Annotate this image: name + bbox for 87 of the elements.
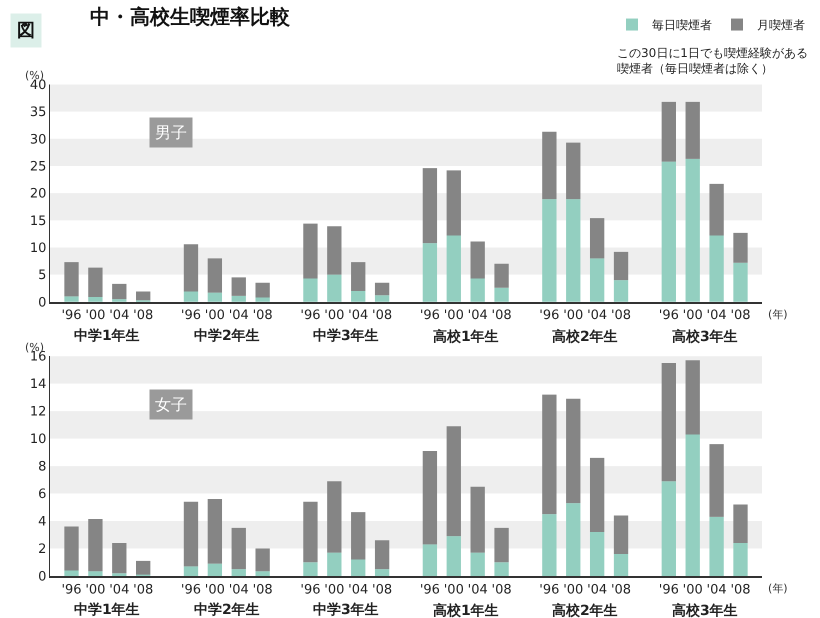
y-tick-label: 5 <box>38 268 46 284</box>
x-tick-label: '96 <box>61 582 82 598</box>
x-tick-label: '00 <box>444 308 464 324</box>
x-tick-label: '08 <box>492 308 512 324</box>
x-tick-label: '08 <box>133 582 154 598</box>
x-tick-label: '96 <box>420 308 440 324</box>
text: 中学1年生 <box>74 602 140 618</box>
x-tick-label: '04 <box>228 582 249 598</box>
y-tick-label: 0 <box>38 570 46 585</box>
x-tick-label: '96 <box>420 582 440 598</box>
y-tick-label: 0 <box>38 295 46 310</box>
x-tick-label: '96 <box>61 308 82 324</box>
x-tick-label: '00 <box>85 308 106 324</box>
legend-label: 毎日喫煙者 <box>652 18 712 32</box>
text: (年) <box>768 582 788 595</box>
text: 中学3年生 <box>313 328 379 344</box>
x-tick-label: '08 <box>730 308 751 324</box>
chart-title: 中・高校生喫煙率比較 <box>90 4 292 28</box>
x-tick-label: '00 <box>324 308 344 324</box>
y-tick-label: 30 <box>30 132 46 148</box>
y-tick-label: 25 <box>30 160 46 175</box>
x-tick-label: '08 <box>252 582 273 598</box>
y-tick-label: 35 <box>30 105 46 120</box>
text: 高校1年生 <box>433 602 499 618</box>
x-tick-label: '96 <box>300 308 320 324</box>
y-tick-label: 16 <box>30 350 46 365</box>
x-tick-label: '04 <box>468 308 488 324</box>
annotation: 女子 <box>155 395 187 414</box>
text: 高校3年生 <box>672 602 738 618</box>
y-tick-label: 40 <box>30 78 46 94</box>
y-tick-label: 8 <box>38 460 46 475</box>
y-tick-label: 14 <box>30 377 46 392</box>
x-tick-label: '08 <box>133 308 154 324</box>
y-tick-label: 10 <box>30 241 46 256</box>
x-tick-label: '96 <box>300 582 320 598</box>
x-tick-label: '04 <box>228 308 249 324</box>
y-tick-label: 10 <box>30 432 46 448</box>
x-tick-label: '04 <box>706 582 727 598</box>
x-tick-label: '04 <box>348 582 368 598</box>
text: 高校3年生 <box>672 328 738 345</box>
y-tick-label: 15 <box>30 214 46 229</box>
text: 高校1年生 <box>433 328 499 345</box>
x-tick-label: '00 <box>204 582 225 598</box>
x-tick-label: '04 <box>109 308 130 324</box>
x-tick-label: '00 <box>204 308 225 324</box>
y-tick-label: 20 <box>30 186 46 202</box>
x-tick-label: '04 <box>468 582 488 598</box>
x-tick-label: '08 <box>610 582 632 598</box>
text: 中学1年生 <box>74 328 140 344</box>
x-tick-label: '08 <box>492 582 512 598</box>
text: 図 <box>17 20 35 41</box>
x-tick-label: '96 <box>539 582 560 598</box>
text: 中学2年生 <box>194 602 260 618</box>
text: 高校2年生 <box>552 328 618 345</box>
y-tick-label: 4 <box>38 514 46 530</box>
x-tick-label: '08 <box>372 582 392 598</box>
x-tick-label: '96 <box>180 582 202 598</box>
x-tick-label: '08 <box>372 308 392 324</box>
text: 中学3年生 <box>313 602 379 618</box>
text: 高校2年生 <box>552 602 618 618</box>
y-tick-label: 2 <box>38 542 46 558</box>
legend-label: 月喫煙者 <box>757 18 805 32</box>
x-tick-label: '00 <box>563 582 584 598</box>
x-tick-label: '00 <box>682 308 703 324</box>
x-tick-label: '04 <box>587 308 608 324</box>
x-tick-label: '04 <box>706 308 727 324</box>
x-tick-label: '08 <box>730 582 751 598</box>
x-tick-label: '04 <box>587 582 608 598</box>
text: この30日に1日でも喫煙経験がある喫煙者（毎日喫煙者は除く） <box>617 46 808 76</box>
text: 中学2年生 <box>194 328 260 344</box>
x-tick-label: '00 <box>444 582 464 598</box>
x-tick-label: '96 <box>539 308 560 324</box>
x-tick-label: '96 <box>658 308 679 324</box>
x-tick-label: '08 <box>610 308 632 324</box>
x-tick-label: '00 <box>682 582 703 598</box>
y-tick-label: 6 <box>38 487 46 502</box>
x-tick-label: '96 <box>658 582 679 598</box>
x-tick-label: '04 <box>109 582 130 598</box>
x-tick-label: '08 <box>252 308 273 324</box>
y-tick-label: 12 <box>30 404 46 420</box>
x-tick-label: '00 <box>324 582 344 598</box>
text: (年) <box>768 308 788 321</box>
x-tick-label: '00 <box>85 582 106 598</box>
x-tick-label: '00 <box>563 308 584 324</box>
x-tick-label: '04 <box>348 308 368 324</box>
annotation: 男子 <box>155 123 187 142</box>
x-tick-label: '96 <box>180 308 202 324</box>
